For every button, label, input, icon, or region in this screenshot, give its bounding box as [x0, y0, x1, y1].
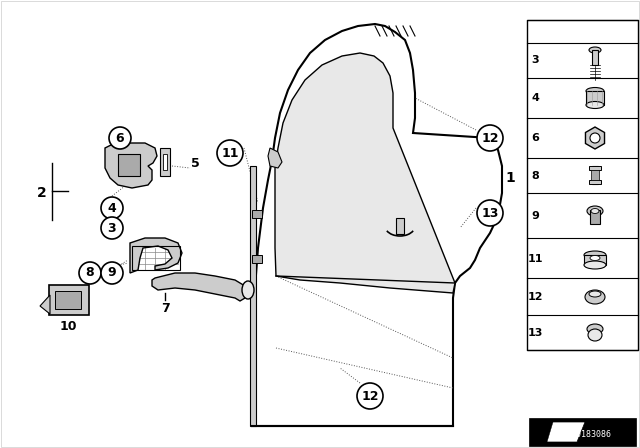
Polygon shape	[586, 127, 605, 149]
FancyBboxPatch shape	[49, 285, 89, 315]
Ellipse shape	[585, 290, 605, 304]
Bar	[163, 154, 167, 170]
Ellipse shape	[586, 87, 604, 95]
Bar	[160, 148, 170, 176]
Ellipse shape	[589, 47, 601, 53]
Ellipse shape	[587, 324, 603, 334]
Polygon shape	[268, 148, 282, 168]
Bar	[592, 50, 598, 65]
Bar	[529, 418, 636, 446]
Text: 13: 13	[527, 328, 543, 338]
Text: 4: 4	[531, 93, 539, 103]
Text: 13: 13	[481, 207, 499, 220]
Ellipse shape	[586, 102, 604, 108]
Text: 5: 5	[191, 156, 200, 169]
Circle shape	[101, 217, 123, 239]
Circle shape	[590, 133, 600, 143]
Text: 11: 11	[527, 254, 543, 264]
Bar	[591, 170, 599, 180]
Text: 12: 12	[361, 389, 379, 402]
Bar	[252, 255, 262, 263]
Polygon shape	[40, 295, 50, 314]
Text: 10: 10	[60, 319, 77, 332]
Text: 00183086: 00183086	[572, 430, 612, 439]
Bar	[590, 210, 600, 224]
Text: 7: 7	[161, 302, 170, 314]
Text: 12: 12	[527, 292, 543, 302]
FancyBboxPatch shape	[118, 154, 140, 176]
Ellipse shape	[584, 261, 606, 269]
Polygon shape	[130, 238, 182, 273]
Circle shape	[357, 383, 383, 409]
Circle shape	[217, 140, 243, 166]
Text: 9: 9	[531, 211, 539, 221]
Text: 11: 11	[221, 146, 239, 159]
Polygon shape	[105, 143, 157, 188]
Circle shape	[109, 127, 131, 149]
Text: 3: 3	[531, 55, 539, 65]
Polygon shape	[533, 422, 553, 442]
Text: 4: 4	[108, 202, 116, 215]
Text: 9: 9	[108, 267, 116, 280]
Bar	[592, 166, 598, 184]
FancyBboxPatch shape	[55, 291, 81, 309]
Ellipse shape	[588, 329, 602, 341]
Circle shape	[477, 125, 503, 151]
Ellipse shape	[589, 291, 601, 297]
Ellipse shape	[242, 281, 254, 299]
Text: 6: 6	[531, 133, 539, 143]
Polygon shape	[152, 273, 248, 301]
Bar	[589, 166, 601, 170]
Polygon shape	[533, 422, 585, 442]
Bar	[584, 255, 606, 265]
Bar	[250, 166, 256, 426]
Ellipse shape	[584, 251, 606, 259]
Text: 8: 8	[531, 171, 539, 181]
Text: 3: 3	[108, 221, 116, 234]
Circle shape	[79, 262, 101, 284]
Bar	[589, 180, 601, 184]
Ellipse shape	[591, 208, 599, 214]
Bar	[586, 91, 604, 105]
Text: 2: 2	[37, 186, 47, 200]
Circle shape	[101, 262, 123, 284]
Circle shape	[477, 200, 503, 226]
Circle shape	[101, 197, 123, 219]
Bar	[527, 20, 638, 350]
Text: 6: 6	[116, 132, 124, 145]
Bar	[252, 210, 262, 218]
Polygon shape	[275, 53, 455, 293]
Ellipse shape	[590, 255, 600, 260]
Text: 1: 1	[505, 171, 515, 185]
Text: 8: 8	[86, 267, 94, 280]
Ellipse shape	[587, 206, 603, 216]
Bar	[132, 246, 180, 270]
Bar	[396, 218, 404, 234]
Polygon shape	[252, 24, 502, 426]
Text: 12: 12	[481, 132, 499, 145]
